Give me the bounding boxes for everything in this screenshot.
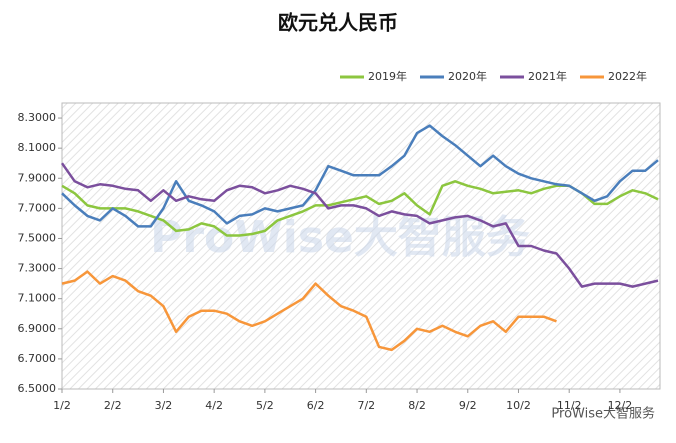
x-tick-label: 1/2 [53, 399, 71, 412]
x-tick-label: 3/2 [155, 399, 173, 412]
legend-label: 2021年 [528, 69, 567, 83]
legend-label: 2020年 [448, 69, 487, 83]
x-tick-label: 5/2 [256, 399, 274, 412]
series-line [61, 124, 659, 228]
x-tick-label: 6/2 [307, 399, 325, 412]
y-tick-label: 6.5000 [18, 382, 57, 395]
y-tick-label: 7.1000 [18, 292, 57, 305]
y-tick-label: 8.3000 [18, 111, 57, 124]
y-tick-label: 7.9000 [18, 171, 57, 184]
y-tick-label: 8.1000 [18, 141, 57, 154]
x-tick-label: 9/2 [459, 399, 477, 412]
x-tick-label: 11/2 [557, 399, 582, 412]
legend-label: 2022年 [608, 69, 647, 83]
series-line [60, 162, 659, 288]
x-tick-label: 2/2 [104, 399, 122, 412]
plot-area [61, 102, 661, 390]
x-tick-label: 10/2 [506, 399, 531, 412]
y-tick-label: 7.3000 [18, 262, 57, 275]
y-tick-label: 7.7000 [18, 201, 57, 214]
y-tick-label: 6.9000 [18, 322, 57, 335]
y-tick-label: 6.7000 [18, 352, 57, 365]
watermark: ProWise大智服务 [150, 212, 530, 263]
chart-title: 欧元兑人民币 [278, 11, 398, 35]
x-tick-label: 12/2 [608, 399, 633, 412]
footer: ProWise大智服务 [551, 406, 655, 422]
x-tick-label: 8/2 [408, 399, 426, 412]
x-tick-label: 4/2 [205, 399, 223, 412]
x-tick-label: 7/2 [357, 399, 375, 412]
series-line [61, 270, 557, 352]
legend-label: 2019年 [368, 69, 407, 83]
y-tick-label: 7.5000 [18, 231, 57, 244]
